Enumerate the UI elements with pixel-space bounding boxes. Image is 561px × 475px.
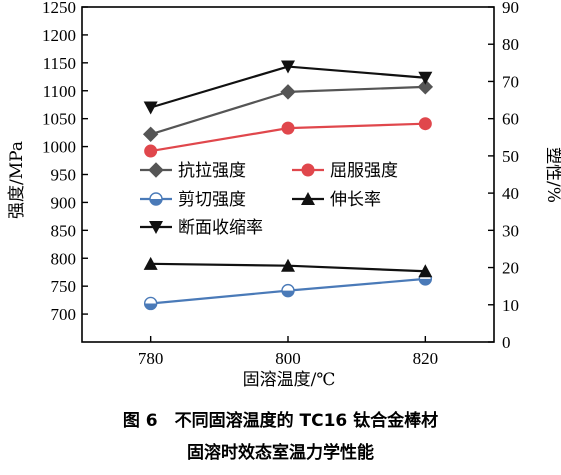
legend-label: 伸长率 <box>330 190 381 210</box>
series-1-point <box>280 84 296 100</box>
left-tick-label: 700 <box>51 305 77 324</box>
right-tick-label: 40 <box>502 184 519 203</box>
right-tick-label: 20 <box>502 259 519 278</box>
y-axis-left-label: 强度/MPa <box>7 141 27 219</box>
figure-caption-line-1: 图 6 不同固溶温度的 TC16 钛合金棒材 <box>122 411 439 431</box>
left-tick-label: 850 <box>51 221 77 240</box>
series-3-point-fill <box>419 278 432 285</box>
series-5-point <box>281 60 295 74</box>
x-tick-label: 820 <box>413 349 439 368</box>
legend-swatch-marker <box>149 221 163 234</box>
series-2 <box>144 117 432 158</box>
left-axis-ticks: 700 750 800 850 900 950 1000 1050 1100 1150 1200 12… <box>42 0 88 324</box>
right-tick-label: 60 <box>502 110 519 129</box>
figure-caption-line-2: 固溶时效态室温力学性能 <box>187 443 374 463</box>
series-layer <box>142 60 434 311</box>
series-4-point <box>143 256 158 270</box>
series-4-point <box>281 258 295 272</box>
x-tick-label: 780 <box>138 349 164 368</box>
series-2-point <box>144 144 158 158</box>
right-tick-label: 90 <box>502 0 519 17</box>
x-tick-label: 800 <box>275 349 301 368</box>
series-4 <box>143 256 433 278</box>
series-1 <box>142 79 434 143</box>
left-tick-label: 800 <box>51 249 77 268</box>
series-1-point <box>417 79 434 95</box>
left-tick-label: 750 <box>51 277 77 296</box>
series-1-point <box>142 126 159 143</box>
series-2-point <box>418 117 432 131</box>
left-tick-label: 1050 <box>42 110 76 129</box>
legend-swatch-marker <box>148 162 164 178</box>
legend-label: 断面收缩率 <box>178 218 263 238</box>
left-tick-label: 950 <box>51 166 77 185</box>
series-3-point <box>143 296 158 311</box>
legend-item-5: 断面收缩率 <box>140 218 263 238</box>
y-axis-right-label: 塑性/% <box>543 147 561 203</box>
series-3 <box>143 272 433 311</box>
right-tick-label: 80 <box>502 35 519 54</box>
legend-swatch-marker <box>149 192 163 206</box>
left-tick-label: 1000 <box>42 138 76 157</box>
series-5-point <box>143 101 158 115</box>
series-3-point-fill <box>144 303 157 310</box>
right-tick-label: 30 <box>502 221 519 240</box>
right-tick-label: 10 <box>502 296 519 315</box>
legend-item-1: 抗拉强度 <box>140 161 246 181</box>
series-2-point <box>281 121 295 135</box>
legend-swatch-marker <box>301 163 315 177</box>
right-axis-ticks: 0 10 20 30 40 50 60 70 80 90 <box>488 0 519 352</box>
legend-label: 屈服强度 <box>330 161 398 181</box>
left-tick-label: 900 <box>51 193 77 212</box>
right-tick-label: 70 <box>502 72 519 91</box>
x-axis-label: 固溶温度/℃ <box>243 370 336 390</box>
chart: 7007508008509009501000105011001150120012… <box>7 0 561 390</box>
right-tick-label: 0 <box>502 333 511 352</box>
left-tick-label: 1250 <box>42 0 76 17</box>
right-tick-label: 50 <box>502 147 519 166</box>
series-3-point <box>281 283 295 298</box>
series-5-point <box>418 71 433 85</box>
legend-item-4: 伸长率 <box>292 190 381 210</box>
left-tick-label: 1200 <box>42 26 76 45</box>
series-5 <box>143 60 433 115</box>
left-tick-label: 1150 <box>43 54 76 73</box>
legend-label: 抗拉强度 <box>178 161 246 181</box>
series-4-point <box>418 264 433 278</box>
legend-item-3: 剪切强度 <box>140 190 246 210</box>
series-3-point-fill <box>282 290 294 297</box>
x-axis-ticks: 780 800 820 <box>138 336 438 368</box>
legend-label: 剪切强度 <box>178 190 246 210</box>
legend-swatch-marker <box>301 192 315 205</box>
legend-item-2: 屈服强度 <box>292 161 398 181</box>
left-tick-label: 1100 <box>43 82 76 101</box>
legend-swatch-marker-fill <box>150 199 162 205</box>
